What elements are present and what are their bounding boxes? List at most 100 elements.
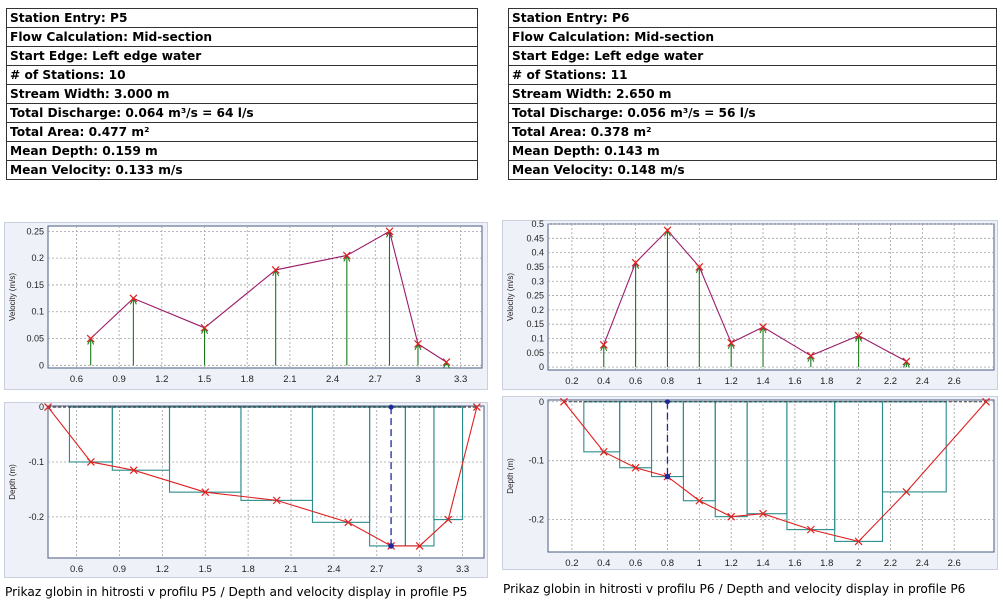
marker-stroke xyxy=(129,294,138,303)
x-tick-label: 0.8 xyxy=(661,558,674,569)
depth-point xyxy=(631,463,640,472)
depth-point xyxy=(759,509,767,518)
y-tick-label: 0 xyxy=(539,397,544,407)
depth-point xyxy=(695,496,704,505)
summary-row: Mean Depth: 0.159 m xyxy=(6,141,478,161)
p6-velocity-chart: 0.2 0.4 0.6 0.8 1 1.2 1.4 1.6 1.8 2 2.2 2.4 2.6 0 0.05… xyxy=(502,220,998,390)
depth-point xyxy=(344,518,353,527)
x-tick-label: 1.6 xyxy=(788,376,801,387)
y-tick-label: 0.25 xyxy=(526,291,544,301)
depth-point xyxy=(201,488,210,497)
y-tick-label: 0.25 xyxy=(26,226,44,236)
summary-row: Mean Depth: 0.143 m xyxy=(508,141,997,161)
p5-velocity-chart: 0.6 0.9 1.2 1.5 1.8 2.1 2.4 2.7 3 3.3 0 0.05 0.1 0.15… xyxy=(4,222,488,390)
marker-stroke xyxy=(902,357,911,366)
x-tick-label: 0.2 xyxy=(565,558,578,569)
p6-summary-table: Station Entry: P6 Flow Calculation: Mid-s… xyxy=(508,8,997,180)
x-tick-label: 0.2 xyxy=(565,376,578,387)
x-tick-label: 1.2 xyxy=(725,376,738,387)
current-station-top-marker xyxy=(388,404,394,410)
velocity-point xyxy=(442,358,451,367)
y-tick-label: -0.2 xyxy=(28,512,44,522)
x-tick-label: 2.2 xyxy=(884,558,897,569)
depth-point xyxy=(902,487,911,496)
x-tick-label: 2.6 xyxy=(948,376,961,387)
y-tick-label: 0 xyxy=(39,402,44,412)
marker-stroke xyxy=(695,263,704,271)
summary-row: Total Discharge: 0.056 m³/s = 56 l/s xyxy=(508,103,997,123)
summary-cell: Mean Velocity: 0.148 m/s xyxy=(508,160,997,180)
marker-stroke xyxy=(442,358,451,367)
summary-row: Start Edge: Left edge water xyxy=(6,46,478,66)
summary-row: Total Discharge: 0.064 m³/s = 64 l/s xyxy=(6,103,478,123)
x-tick-label: 1.2 xyxy=(725,558,738,569)
y-axis-label: Depth (m) xyxy=(506,458,515,494)
summary-row: Mean Velocity: 0.133 m/s xyxy=(6,160,478,180)
y-tick-label: -0.1 xyxy=(28,457,44,467)
velocity-point xyxy=(695,263,704,271)
depth-point xyxy=(806,525,815,534)
plot-area xyxy=(547,223,995,371)
summary-cell: Flow Calculation: Mid-section xyxy=(6,27,478,47)
x-tick-label: 3.3 xyxy=(456,564,469,575)
summary-cell: # of Stations: 10 xyxy=(6,65,478,85)
marker-stroke xyxy=(272,496,281,505)
velocity-point xyxy=(663,226,672,235)
summary-cell: Mean Depth: 0.143 m xyxy=(508,141,997,161)
marker-stroke xyxy=(695,496,704,505)
marker-stroke xyxy=(385,227,394,236)
summary-cell: # of Stations: 11 xyxy=(508,65,997,85)
y-tick-label: 0.15 xyxy=(26,280,44,290)
x-tick-label: 1.8 xyxy=(820,376,833,387)
summary-cell: Station Entry: P5 xyxy=(6,8,478,28)
velocity-point xyxy=(414,339,422,348)
velocity-point xyxy=(271,266,280,274)
summary-cell: Start Edge: Left edge water xyxy=(508,46,997,66)
depth-point xyxy=(444,515,453,524)
marker-stroke xyxy=(599,340,608,349)
velocity-point xyxy=(599,340,608,349)
marker-stroke xyxy=(415,542,424,550)
summary-row: Total Area: 0.477 m² xyxy=(6,122,478,142)
x-tick-label: 2.7 xyxy=(370,564,383,575)
summary-cell: Total Discharge: 0.064 m³/s = 64 l/s xyxy=(6,103,478,123)
marker-stroke xyxy=(759,509,767,518)
p5-summary-table: Station Entry: P5 Flow Calculation: Mid-s… xyxy=(6,8,478,180)
x-tick-label: 0.6 xyxy=(629,558,642,569)
x-tick-label: 2.4 xyxy=(326,374,339,385)
plot-area xyxy=(47,225,483,369)
velocity-series-line xyxy=(90,230,447,363)
summary-row: # of Stations: 10 xyxy=(6,65,478,85)
x-tick-label: 1 xyxy=(697,376,702,387)
depth-point xyxy=(129,466,138,475)
x-tick-label: 2.2 xyxy=(884,376,897,387)
marker-stroke xyxy=(727,338,736,347)
marker-stroke xyxy=(472,403,481,412)
x-tick-label: 0.4 xyxy=(597,558,610,569)
y-tick-label: 0.05 xyxy=(526,348,544,358)
velocity-point xyxy=(806,351,815,360)
depth-point xyxy=(560,397,568,406)
velocity-point xyxy=(342,251,351,260)
summary-cell: Total Area: 0.477 m² xyxy=(6,122,478,142)
y-tick-label: -0.1 xyxy=(528,456,544,466)
y-tick-label: 0.3 xyxy=(531,276,544,286)
velocity-point xyxy=(759,323,767,331)
summary-cell: Flow Calculation: Mid-section xyxy=(508,27,997,47)
y-tick-label: 0.1 xyxy=(31,307,44,317)
x-tick-label: 2.4 xyxy=(916,558,929,569)
marker-stroke xyxy=(129,466,138,475)
summary-cell: Total Discharge: 0.056 m³/s = 56 l/s xyxy=(508,103,997,123)
y-axis-label: Depth (m) xyxy=(8,464,17,500)
depth-point xyxy=(86,458,95,466)
marker-stroke xyxy=(342,251,351,260)
x-tick-label: 1.6 xyxy=(788,558,801,569)
velocity-point xyxy=(129,294,138,303)
bed-profile-line xyxy=(47,406,478,547)
summary-row: Station Entry: P5 xyxy=(6,8,478,28)
y-tick-label: 0.2 xyxy=(531,305,544,315)
current-station-top-marker xyxy=(664,399,670,405)
summary-row: Stream Width: 3.000 m xyxy=(6,84,478,104)
summary-cell: Stream Width: 2.650 m xyxy=(508,84,997,104)
x-tick-label: 1.5 xyxy=(198,374,211,385)
